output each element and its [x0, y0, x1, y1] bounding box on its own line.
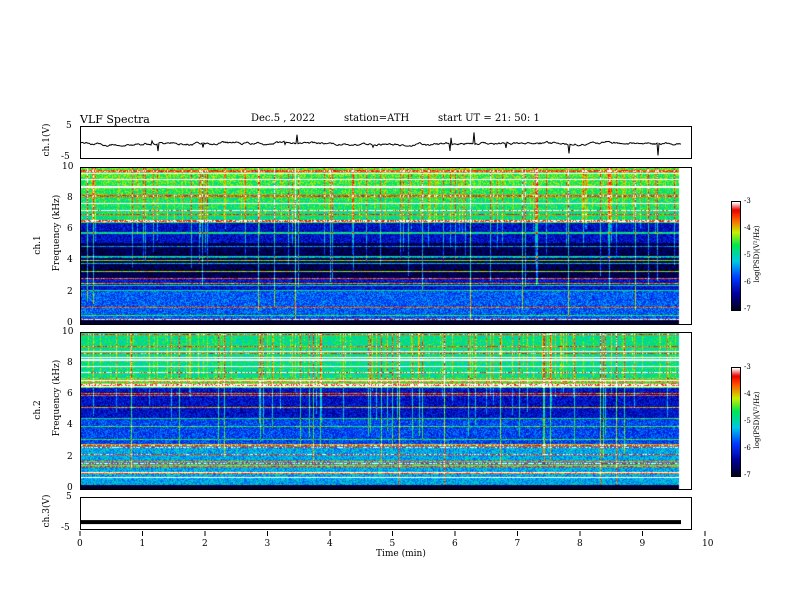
ch1-cb-tick-4: -4: [744, 224, 751, 232]
ch3-waveform-panel: [80, 497, 692, 530]
ch2-cb-tick-7: -7: [744, 471, 751, 479]
x-axis-label: Time (min): [376, 549, 426, 559]
ch1-ytick-4: 4: [67, 255, 73, 265]
ch3-trace: [81, 520, 681, 525]
ch2-colorbar-label: log(PSD)(V²/Hz): [753, 391, 761, 449]
x-tick-label: 2: [202, 539, 208, 549]
ch1-ytick-0: 0: [67, 318, 73, 328]
ch2-ytick-2: 2: [67, 452, 73, 462]
ch3-ytick-top: 5: [66, 492, 72, 502]
ch2-ytick-10: 10: [62, 327, 74, 337]
ch1-colorbar: [731, 201, 741, 311]
ch2-cb-tick-6: -6: [744, 444, 751, 452]
ch1-ytick-top: 5: [66, 121, 72, 131]
ch3-waveform-svg: [81, 520, 681, 525]
ch3-ylabel: ch.3(V): [42, 494, 52, 528]
x-tick-label: 6: [452, 539, 458, 549]
x-tick-label: 8: [577, 539, 583, 549]
ch1-ylabel: ch.1(V): [42, 123, 52, 157]
ch2-colorbar: [731, 367, 741, 477]
ch1-ytick-6: 6: [67, 224, 73, 234]
ch2-spec-ylabel-top: ch.2: [33, 400, 43, 420]
ch1-ytick-10: 10: [62, 162, 74, 172]
ch2-ytick-8: 8: [67, 358, 73, 368]
x-tick-label: 4: [327, 539, 333, 549]
ch1-cb-tick-7: -7: [744, 305, 751, 313]
chart-title: VLF Spectra: [80, 113, 150, 126]
ch1-spec-ylabel-top: ch.1: [33, 235, 43, 255]
ch2-ytick-0: 0: [67, 483, 73, 493]
ch1-trace: [81, 132, 682, 156]
ch2-spec-ylabel: Frequency (kHz): [52, 359, 62, 437]
x-tick-label: 7: [514, 539, 521, 549]
ch2-spectrogram-canvas: [81, 333, 691, 489]
ch1-ytick-8: 8: [67, 193, 73, 203]
x-tick-label: 9: [639, 539, 646, 549]
ch1-cb-tick-6: -6: [744, 278, 751, 286]
date-label: Dec.5 , 2022: [251, 113, 316, 124]
x-tick-label: 0: [77, 539, 83, 549]
ch1-spectrogram-panel: [80, 167, 692, 325]
ch1-spectrogram-canvas: [81, 168, 691, 324]
ch1-cb-tick-5: -5: [744, 251, 751, 259]
ch1-ytick-bottom: -5: [61, 152, 70, 162]
ch2-spectrogram-panel: [80, 332, 692, 490]
ch3-ytick-bottom: -5: [61, 523, 70, 533]
ch2-cb-tick-4: -4: [744, 390, 751, 398]
start-time-label: start UT = 21: 50: 1: [438, 113, 540, 124]
ch1-waveform-svg: [81, 132, 682, 156]
x-tick-label: 1: [139, 539, 146, 549]
ch1-waveform-panel: [80, 126, 692, 159]
x-tick-label: 5: [389, 539, 396, 549]
x-tick-label: 3: [264, 539, 271, 549]
ch2-ytick-4: 4: [67, 420, 73, 430]
station-label: station=ATH: [344, 113, 410, 124]
ch1-colorbar-label: log(PSD)(V²/Hz): [753, 225, 761, 283]
ch1-ytick-2: 2: [67, 287, 73, 297]
ch1-cb-tick-3: -3: [744, 197, 751, 205]
ch2-cb-tick-3: -3: [744, 363, 751, 371]
ch1-spec-ylabel: Frequency (kHz): [52, 194, 62, 272]
ch2-cb-tick-5: -5: [744, 417, 751, 425]
ch2-ytick-6: 6: [67, 389, 73, 399]
x-tick-label: 10: [702, 539, 714, 549]
